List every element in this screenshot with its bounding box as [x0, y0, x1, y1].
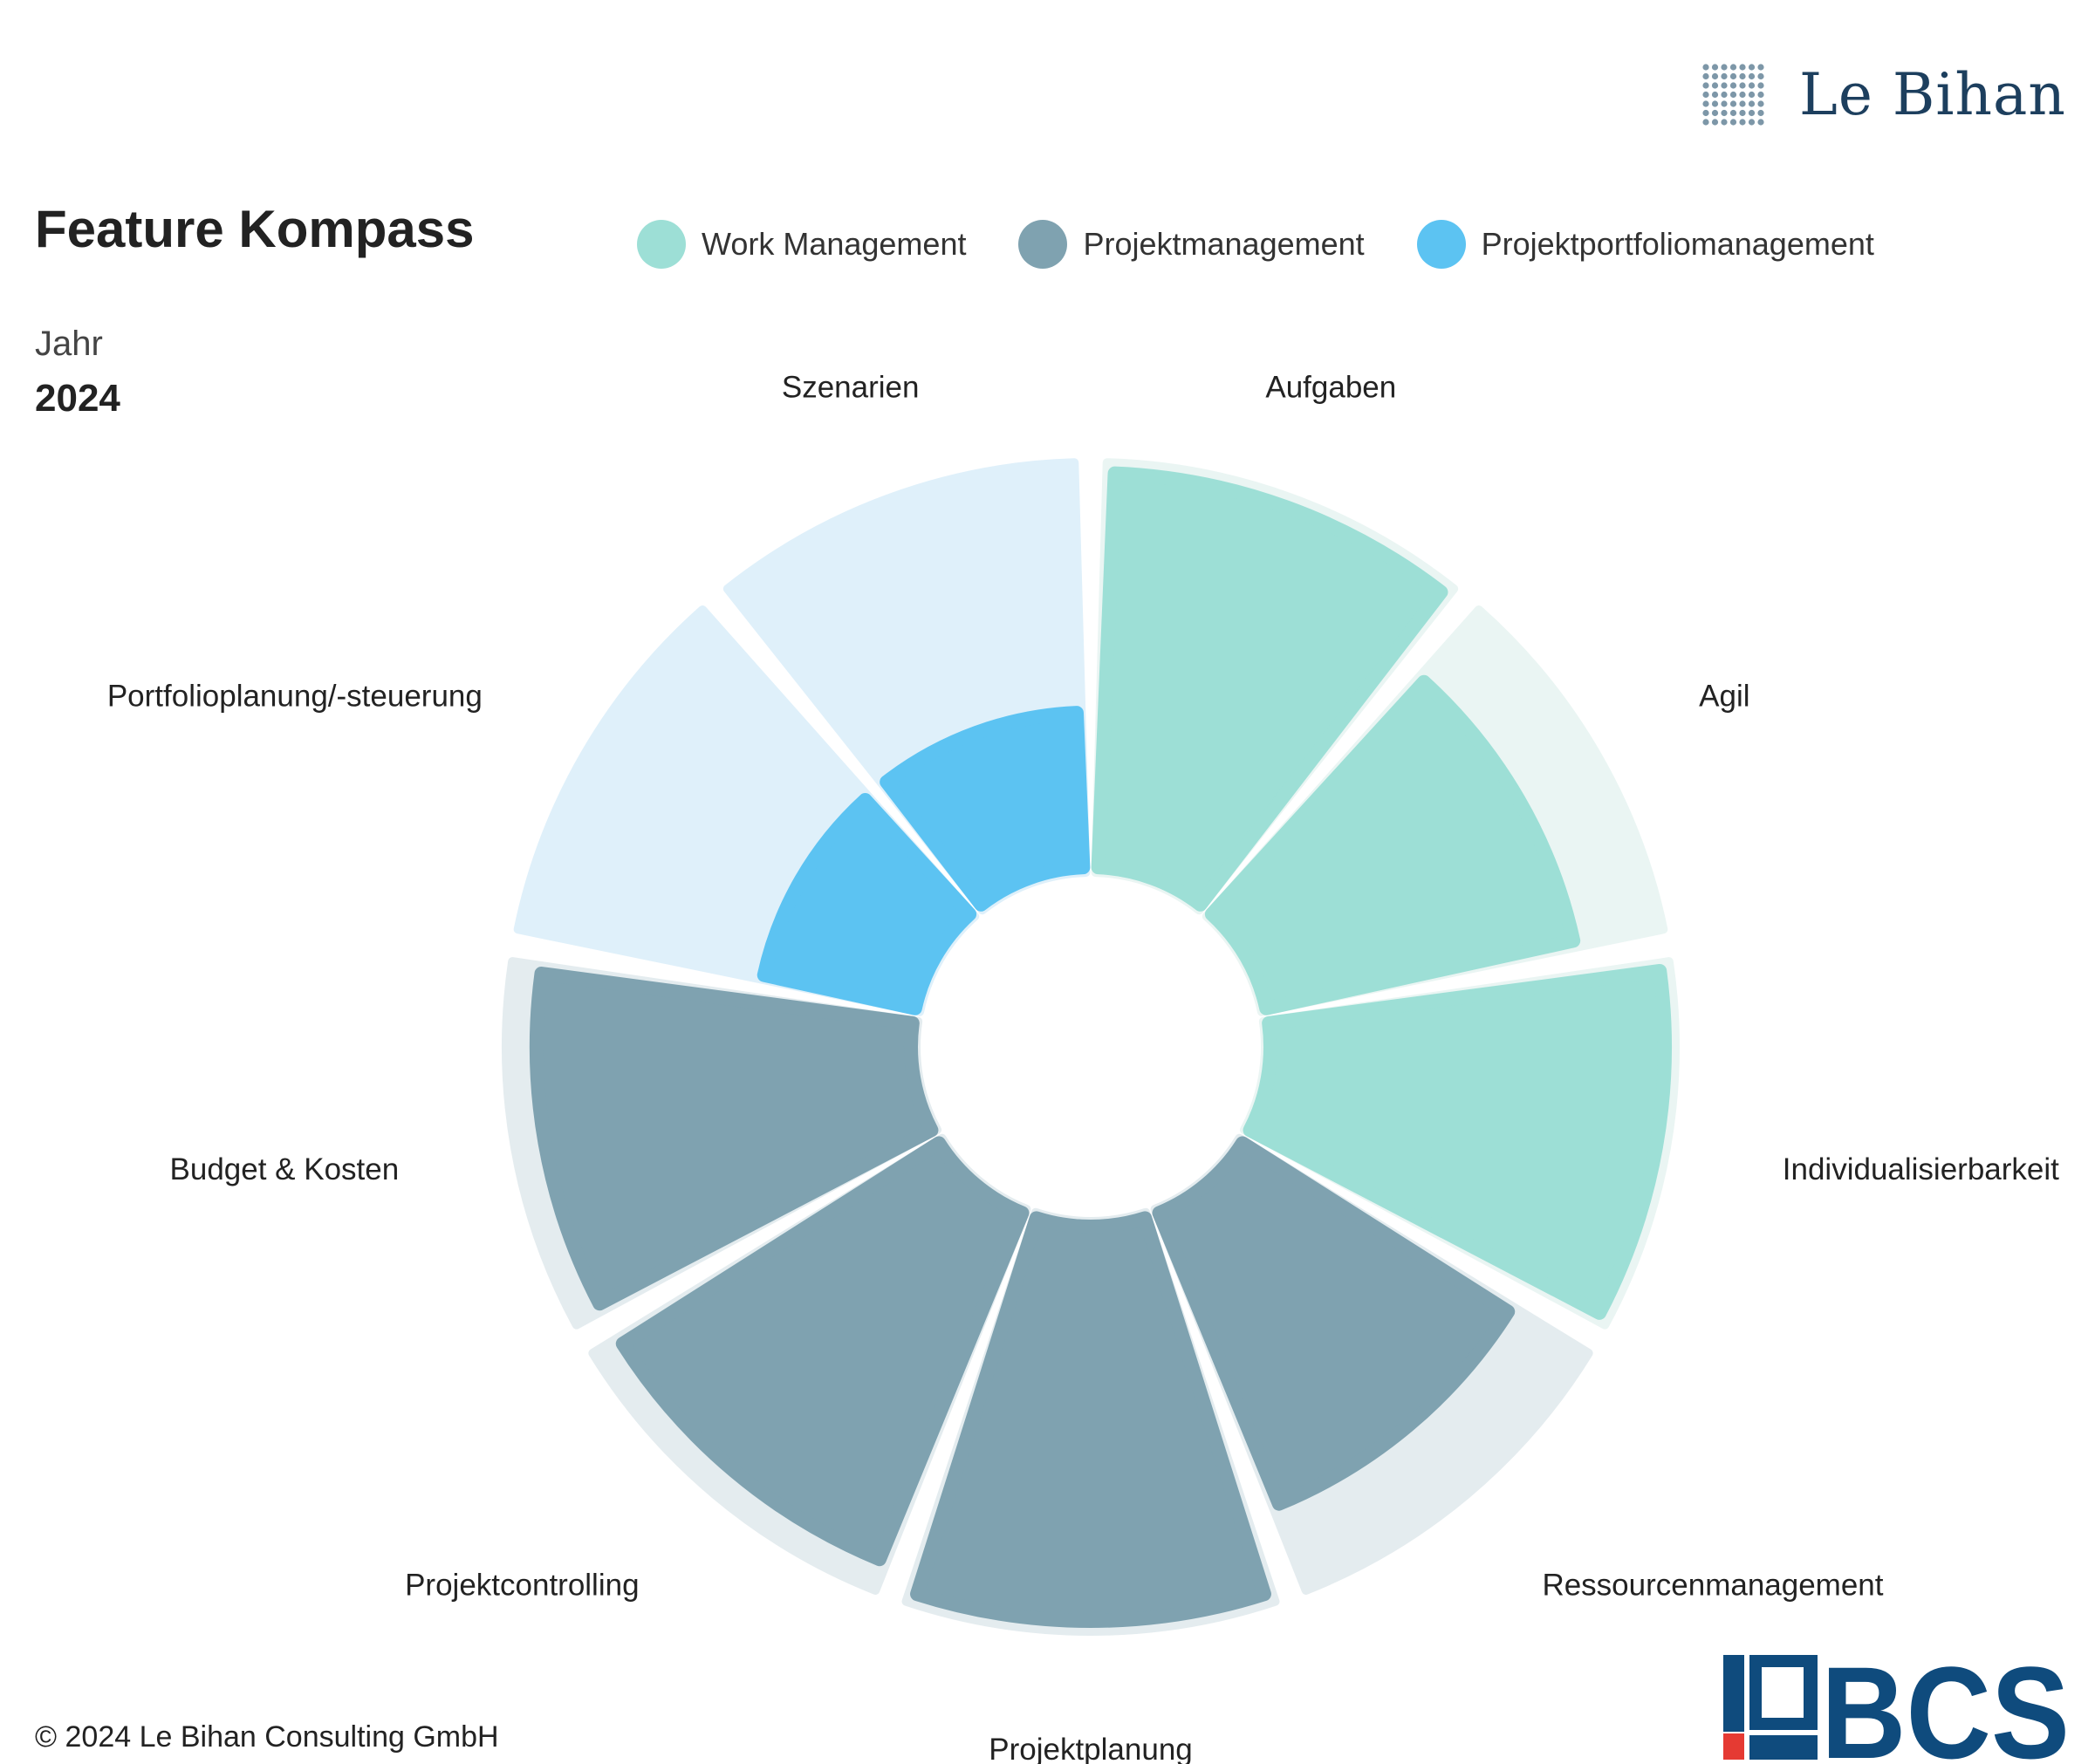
dot: [1748, 72, 1756, 79]
dot: [1702, 63, 1709, 71]
dot: [1739, 72, 1746, 79]
dot: [1711, 91, 1719, 98]
legend-label: Projektmanagement: [1083, 226, 1365, 262]
dot: [1748, 99, 1756, 107]
category-label-agil: Agil: [1699, 680, 1749, 714]
legend-item-work-management[interactable]: Work Management: [637, 220, 966, 269]
dot: [1721, 72, 1728, 79]
dot: [1757, 109, 1764, 116]
dot: [1702, 72, 1709, 79]
dot: [1729, 72, 1737, 79]
dot: [1748, 81, 1756, 89]
dot: [1729, 118, 1737, 126]
category-label-projektcontrolling: Projektcontrolling: [405, 1569, 639, 1603]
bcs-logo-box-base: [1749, 1730, 1818, 1735]
dot: [1721, 81, 1728, 89]
dot: [1721, 99, 1728, 107]
legend-item-projektmanagement[interactable]: Projektmanagement: [1018, 220, 1365, 269]
dot: [1757, 81, 1764, 89]
dot-grid-icon: [1702, 63, 1764, 126]
bcs-logo-text: BCS: [1821, 1653, 2070, 1762]
value-sector-individualisierbarkeit[interactable]: [1243, 963, 1672, 1320]
dot: [1721, 63, 1728, 71]
dot: [1711, 118, 1719, 126]
dot: [1757, 99, 1764, 107]
dot: [1748, 118, 1756, 126]
legend-label: Projektportfoliomanagement: [1481, 226, 1874, 262]
value-sector-projektcontrolling[interactable]: [615, 1136, 1030, 1567]
dot: [1757, 91, 1764, 98]
dot: [1739, 81, 1746, 89]
copyright-text: © 2024 Le Bihan Consulting GmbH: [35, 1720, 499, 1754]
dot: [1702, 109, 1709, 116]
category-label-szenarien: Szenarien: [782, 371, 920, 405]
dot: [1739, 91, 1746, 98]
dot: [1729, 109, 1737, 116]
dot: [1748, 63, 1756, 71]
value-sector-budget-kosten[interactable]: [529, 967, 939, 1311]
dot: [1721, 91, 1728, 98]
page-title: Feature Kompass: [35, 200, 475, 258]
dot: [1739, 109, 1746, 116]
bcs-logo: BCS: [1723, 1653, 2070, 1762]
dot: [1729, 81, 1737, 89]
dot: [1757, 72, 1764, 79]
category-label-aufgaben: Aufgaben: [1265, 371, 1396, 405]
value-sector-projektplanung[interactable]: [910, 1211, 1271, 1628]
dot: [1721, 109, 1728, 116]
legend-item-projektportfoliomanagement[interactable]: Projektportfoliomanagement: [1416, 220, 1874, 269]
dot: [1711, 99, 1719, 107]
dot: [1739, 63, 1746, 71]
le-bihan-logo-text: Le Bihan: [1799, 61, 2066, 128]
dot: [1702, 118, 1709, 126]
category-labels: Aufgaben Agil Individualisierbarkeit Ressou…: [107, 371, 2059, 1764]
value-sector-szenarien[interactable]: [880, 706, 1091, 912]
dot: [1702, 81, 1709, 89]
legend-swatch-projektportfoliomanagement: [1416, 220, 1466, 269]
dot: [1721, 118, 1728, 126]
chart-legend: Work Management Projektmanagement Projek…: [637, 220, 1927, 269]
legend-label: Work Management: [702, 226, 967, 262]
le-bihan-logo: Le Bihan: [1701, 61, 2066, 128]
dot: [1748, 91, 1756, 98]
category-label-portfolioplanung-steuerung: Portfolioplanung/-steuerung: [107, 680, 483, 714]
dot: [1711, 81, 1719, 89]
dot: [1729, 99, 1737, 107]
dot: [1729, 91, 1737, 98]
dot: [1702, 91, 1709, 98]
dot: [1739, 99, 1746, 107]
year-value: 2024: [35, 377, 120, 420]
bcs-logo-box-inner: [1762, 1667, 1804, 1718]
year-label: Jahr: [35, 325, 103, 363]
dot: [1729, 63, 1737, 71]
value-sectors: [529, 466, 1672, 1628]
legend-swatch-projektmanagement: [1018, 220, 1068, 269]
dot: [1757, 63, 1764, 71]
category-label-individualisierbarkeit: Individualisierbarkeit: [1783, 1152, 2059, 1186]
dot: [1748, 109, 1756, 116]
legend-swatch-work-management: [637, 220, 686, 269]
category-label-projektplanung: Projektplanung: [989, 1733, 1193, 1764]
value-sector-ressourcenmanagement[interactable]: [1152, 1136, 1516, 1511]
bcs-logo-bar: [1723, 1655, 1744, 1732]
dot: [1757, 118, 1764, 126]
dot: [1711, 72, 1719, 79]
category-label-budget-kosten: Budget & Kosten: [170, 1152, 400, 1186]
category-label-ressourcenmanagement: Ressourcenmanagement: [1542, 1569, 1883, 1603]
dot: [1711, 109, 1719, 116]
value-sector-agil[interactable]: [1204, 674, 1581, 1015]
value-sector-aufgaben[interactable]: [1091, 466, 1448, 912]
bcs-logo-red-square: [1723, 1733, 1744, 1760]
dot: [1711, 63, 1719, 71]
dot: [1702, 99, 1709, 107]
value-sector-portfolioplanung-steuerung[interactable]: [757, 793, 977, 1015]
dot: [1739, 118, 1746, 126]
